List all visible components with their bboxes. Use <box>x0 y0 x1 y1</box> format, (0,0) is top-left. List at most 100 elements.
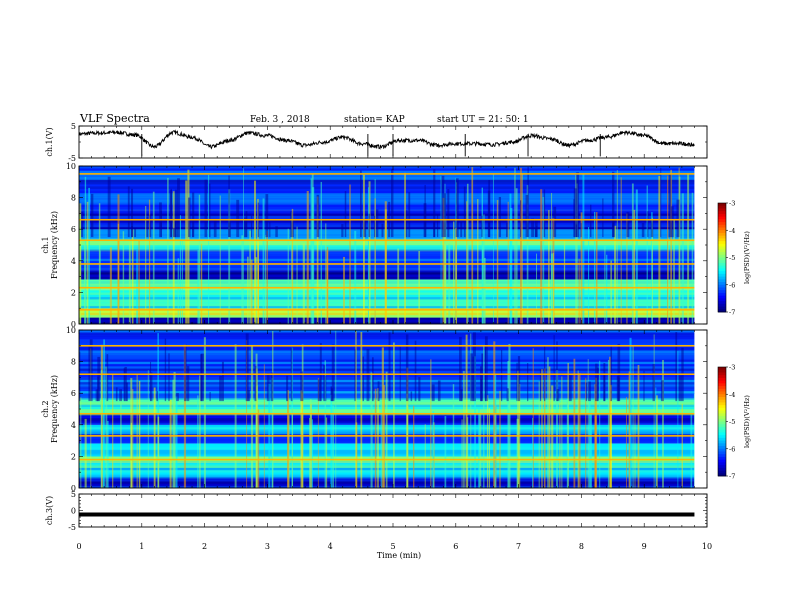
spectral-burst <box>370 372 373 488</box>
spectral-burst <box>548 210 550 324</box>
spectral-burst <box>296 226 298 324</box>
colorbar-segment <box>718 418 726 422</box>
spectral-streak <box>209 392 211 402</box>
spectral-streak <box>539 369 542 402</box>
spectral-burst <box>452 221 455 324</box>
spectral-burst <box>332 405 335 488</box>
ch3-voltage-panel: 5 0 -5 ch.3(V) 0 1 2 3 4 5 6 7 8 9 10 <box>45 490 712 551</box>
spectral-streak <box>325 375 327 402</box>
spectral-streak <box>270 372 274 402</box>
spectral-streak <box>95 389 98 402</box>
spectral-streak <box>610 344 613 402</box>
spectral-burst <box>678 176 681 324</box>
spectral-burst <box>311 419 313 488</box>
spectral-streak <box>127 186 130 238</box>
ch1-voltage-line <box>78 129 695 150</box>
colorbar-tick-label: -3 <box>729 200 735 208</box>
spectral-burst <box>380 401 382 488</box>
spectral-streak <box>399 345 401 402</box>
spectral-streak <box>265 194 269 238</box>
colorbar-segment <box>718 273 726 277</box>
spectral-burst <box>577 370 579 488</box>
spectral-streak <box>290 211 293 238</box>
spectral-burst <box>543 368 546 488</box>
plot-frame <box>78 125 708 159</box>
spectral-burst <box>325 223 327 324</box>
colorbar-tick-label: -5 <box>729 418 735 426</box>
spectral-burst <box>368 181 371 324</box>
spectral-streak <box>405 210 408 238</box>
spectral-row <box>79 341 695 344</box>
y-tick-label: 10 <box>66 162 76 171</box>
colorbar-segment <box>718 301 726 305</box>
spectral-streak <box>437 380 441 402</box>
spectral-burst <box>145 205 147 324</box>
spectral-burst <box>609 356 611 488</box>
spectral-burst <box>651 217 653 324</box>
ch1-colorbar: -3 -4 -5 -6 -7 log(PSD)(V²/Hz) <box>717 200 751 317</box>
spectral-burst <box>653 334 655 488</box>
colorbar-segment <box>718 456 726 461</box>
colorbar-segment <box>718 211 726 215</box>
spectral-burst <box>84 418 87 488</box>
spectral-burst <box>310 178 313 324</box>
y-tick-label: 5 <box>71 122 76 131</box>
colorbar-segment <box>718 216 726 220</box>
spectral-streak <box>433 169 436 238</box>
spectral-burst <box>629 337 632 488</box>
spectral-burst <box>444 416 447 488</box>
header-start-time: start UT = 21: 50: 1 <box>437 115 529 125</box>
spectral-row <box>79 199 695 203</box>
spectral-burst <box>102 398 105 488</box>
spectral-burst <box>541 369 543 488</box>
spectral-streak <box>360 170 362 238</box>
colorbar-segment <box>718 238 726 242</box>
narrowband-line <box>79 286 695 289</box>
colorbar-segment <box>718 241 726 245</box>
spectral-streak <box>525 194 529 238</box>
x-tick-label: 9 <box>642 542 647 551</box>
spectral-burst <box>241 235 244 324</box>
spectral-streak <box>573 199 575 238</box>
spectral-streak <box>90 193 94 238</box>
spectral-burst <box>620 177 622 324</box>
colorbar-segment <box>718 407 726 411</box>
spectral-burst <box>208 174 210 324</box>
spectral-burst <box>306 190 309 324</box>
narrowband-line <box>79 173 695 175</box>
spectral-burst <box>563 239 566 324</box>
spectral-streak <box>186 366 190 402</box>
colorbar-tick-label: -7 <box>729 309 735 317</box>
spectral-burst <box>492 174 494 324</box>
colorbar-segment <box>718 391 726 395</box>
spectral-burst <box>486 395 489 488</box>
spectral-burst <box>249 230 251 324</box>
spectral-streak <box>146 216 149 238</box>
spectral-burst <box>228 189 231 324</box>
spectral-burst <box>626 213 628 324</box>
colorbar-segment <box>718 405 726 409</box>
spectral-row <box>79 352 695 356</box>
spectral-burst <box>656 395 658 488</box>
spectral-streak <box>245 333 249 402</box>
spectral-streak <box>156 391 159 402</box>
spectral-burst <box>138 240 140 324</box>
colorbar-tick-label: -7 <box>729 473 735 481</box>
spectral-burst <box>474 356 476 488</box>
spectral-streak <box>184 344 187 402</box>
spectral-burst <box>538 381 540 488</box>
spectral-row <box>79 179 695 183</box>
spectral-burst <box>542 196 545 324</box>
ch2-spectrogram-panel: 0 2 4 6 8 10 ch.2 Frequency (kHz) <box>41 326 708 493</box>
spectral-burst <box>360 332 363 488</box>
y-tick-label: -5 <box>68 523 76 532</box>
spectral-streak <box>344 191 347 238</box>
spectral-burst <box>324 360 326 488</box>
spectral-burst <box>272 330 274 488</box>
spectral-row <box>79 363 695 367</box>
spectral-burst <box>250 345 254 488</box>
y-tick-label: 4 <box>71 257 76 266</box>
spectral-burst <box>302 243 305 324</box>
spectral-streak <box>626 211 630 238</box>
spectral-burst <box>112 373 114 488</box>
